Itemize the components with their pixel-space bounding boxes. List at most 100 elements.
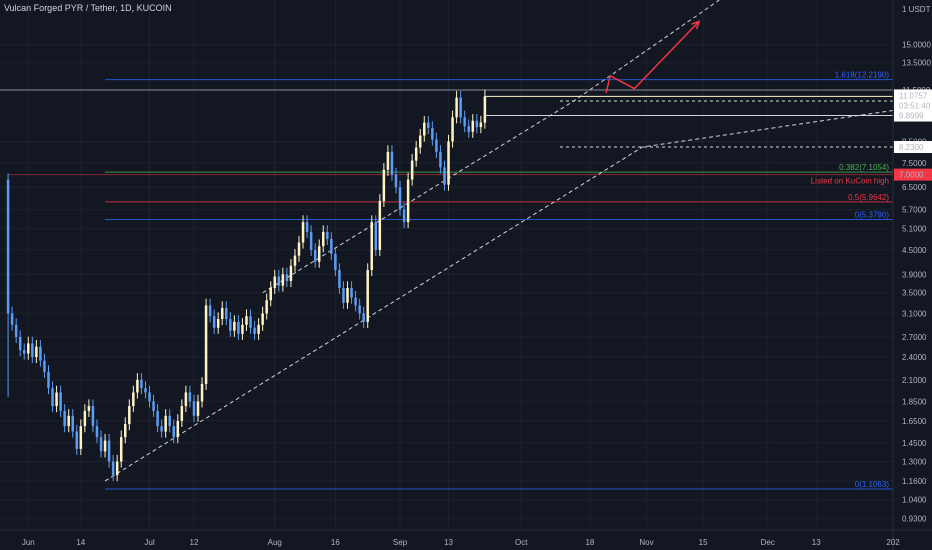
- candle-body: [414, 147, 418, 161]
- last-price-badge: [894, 89, 932, 112]
- price-tick-label: 2.7000: [902, 333, 927, 342]
- candle-body: [265, 300, 268, 314]
- time-tick-label: 13: [444, 538, 453, 547]
- candle-body: [233, 321, 236, 331]
- candle-body: [451, 117, 454, 142]
- candle-body: [249, 316, 252, 328]
- candle-body: [200, 383, 204, 402]
- time-tick-label: 12: [190, 538, 199, 547]
- candle-body: [483, 96, 487, 123]
- candle-body: [293, 255, 297, 266]
- candle-body: [208, 305, 212, 317]
- candle-body: [257, 324, 260, 334]
- candle-body: [350, 287, 353, 298]
- listing-high-badge-label: 7.0000: [899, 171, 924, 180]
- candle-body: [136, 379, 139, 393]
- candle-body: [6, 179, 10, 314]
- listing-high-note: Listed on KuCoin high: [811, 177, 889, 186]
- price-tick-label: 4.5000: [902, 246, 927, 255]
- candle-body: [370, 222, 373, 270]
- candle-body: [237, 321, 240, 334]
- candle-body: [87, 406, 91, 411]
- level-badge: [894, 109, 932, 122]
- candle-body: [107, 440, 111, 462]
- candle-body: [342, 287, 345, 303]
- candle-body: [115, 461, 119, 476]
- candle-body: [427, 122, 430, 129]
- candle-body: [390, 151, 394, 175]
- candle-body: [59, 392, 62, 411]
- candle-body: [119, 437, 123, 462]
- candle-body: [10, 313, 14, 325]
- candle-body: [455, 97, 458, 118]
- candle-body: [79, 426, 83, 449]
- time-tick-label: Sep: [393, 538, 408, 547]
- candle-body: [309, 231, 313, 250]
- candle-body: [402, 209, 406, 223]
- candle-body: [83, 410, 87, 427]
- countdown-label: 03:51:40: [899, 101, 931, 110]
- candle-body: [103, 440, 107, 452]
- time-tick-label: Nov: [639, 538, 653, 547]
- candle-body: [467, 126, 470, 132]
- candle-body: [180, 406, 184, 421]
- candle-body: [418, 135, 422, 148]
- price-tick-label: 1.1600: [902, 477, 927, 486]
- price-tick-label: 7.5000: [902, 159, 927, 168]
- candle-body: [172, 426, 176, 438]
- projection-arrowhead: [691, 20, 701, 30]
- projection-arrow[interactable]: [605, 20, 701, 94]
- time-tick-label: 13: [812, 538, 821, 547]
- candle-body: [313, 249, 317, 262]
- grid-lines: [0, 0, 894, 530]
- fib-retracement[interactable]: 1.618(12.2190) 0.382(7.1054) 0.5(5.9642) 0(…: [0, 71, 893, 490]
- time-tick-label: Oct: [515, 538, 528, 547]
- fib-level-label: 1.618(12.2190): [835, 71, 890, 80]
- price-tick-label: 5.7000: [902, 206, 927, 215]
- time-tick-label: Jun: [22, 538, 35, 547]
- candle-body: [269, 287, 272, 301]
- fib-level-label: 0(5.3790): [855, 211, 890, 220]
- candle-body: [220, 308, 224, 320]
- candle-body: [431, 128, 434, 140]
- candle-body: [386, 151, 390, 170]
- candle-body: [410, 160, 414, 180]
- candle-body: [289, 265, 293, 281]
- channel-lower-line[interactable]: [104, 109, 894, 482]
- candle-body: [277, 276, 281, 286]
- time-tick-label: 18: [585, 538, 594, 547]
- candle-body: [132, 392, 135, 407]
- candle-body: [261, 313, 264, 325]
- candle-body: [95, 426, 99, 438]
- candle-body: [18, 336, 22, 351]
- candle-body: [297, 242, 301, 256]
- candle-body: [447, 141, 450, 185]
- price-tick-label: 1.6500: [902, 417, 927, 426]
- candle-body: [229, 319, 232, 331]
- time-tick-label: 14: [76, 538, 85, 547]
- candle-body: [35, 346, 38, 358]
- candle-body: [124, 424, 127, 438]
- time-axis[interactable]: Jun 14 Jul 12 Aug 16 Sep 13 Oct 18 Nov 15 Dec 13 202: [0, 529, 932, 547]
- candle-body: [253, 327, 256, 334]
- candle-body: [475, 120, 479, 128]
- projection-path[interactable]: [605, 20, 700, 94]
- candle-body: [204, 305, 208, 384]
- horizontal-lines[interactable]: [484, 95, 893, 148]
- candle-body: [22, 350, 26, 354]
- candle-body: [196, 401, 200, 416]
- candle-body: [148, 392, 151, 402]
- price-tick-label: 15.0000: [902, 41, 931, 50]
- time-tick-label: Dec: [761, 538, 775, 547]
- level-badge-label: 9.8999: [899, 112, 924, 121]
- time-tick-label: Jul: [144, 538, 154, 547]
- candle-body: [374, 222, 378, 250]
- price-tick-label: 5.1000: [902, 225, 927, 234]
- candle-body: [188, 392, 192, 402]
- price-axis[interactable]: 15.000013.500011.50008.50007.50006.50005…: [892, 0, 932, 550]
- candle-body: [212, 316, 216, 328]
- candle-body: [281, 274, 285, 286]
- candle-body: [362, 313, 365, 322]
- price-tick-label: 1.4500: [902, 439, 927, 448]
